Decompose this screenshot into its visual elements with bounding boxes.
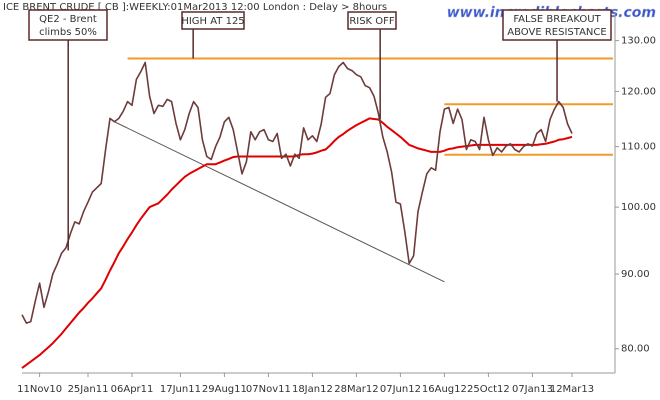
x-tick-label: 12Mar13 bbox=[550, 384, 594, 395]
x-tick-label: 07Jun12 bbox=[380, 384, 421, 395]
annotation-text: FALSE BREAKOUT bbox=[513, 14, 601, 25]
x-tick-label: 18Jan12 bbox=[292, 384, 333, 395]
y-tick-label: 130.00 bbox=[621, 36, 656, 47]
x-tick-label: 29Aug11 bbox=[202, 384, 247, 395]
annotation-box bbox=[181, 11, 245, 30]
y-tick-label: 80.00 bbox=[621, 344, 650, 355]
x-tick-label: 07Jan13 bbox=[512, 384, 553, 395]
annotation-box bbox=[347, 11, 397, 30]
trendline bbox=[114, 121, 445, 283]
chart-title: ICE BRENT CRUDE [ CB ]:WEEKLY:01Mar2013 … bbox=[3, 2, 387, 13]
x-tick-label: 07Nov11 bbox=[246, 384, 291, 395]
x-tick-label: 17Jun11 bbox=[160, 384, 201, 395]
annotation-text: RISK OFF bbox=[349, 16, 395, 27]
y-tick-label: 110.00 bbox=[621, 142, 656, 153]
y-tick-label: 90.00 bbox=[621, 269, 650, 280]
annotation-text: HIGH AT 125 bbox=[181, 16, 244, 27]
annotation-text: climbs 50% bbox=[39, 27, 97, 38]
x-tick-label: 11Nov10 bbox=[17, 384, 62, 395]
y-tick-label: 100.00 bbox=[621, 202, 656, 213]
x-tick-label: 25Oct12 bbox=[467, 384, 510, 395]
y-tick-label: 120.00 bbox=[621, 86, 656, 97]
annotation-text: ABOVE RESISTANCE bbox=[507, 27, 606, 38]
x-tick-label: 16Aug12 bbox=[422, 384, 467, 395]
annotation-box bbox=[502, 9, 612, 41]
annotation-text: QE2 - Brent bbox=[39, 14, 97, 25]
x-tick-label: 25Jan11 bbox=[68, 384, 109, 395]
x-tick-label: 28Mar12 bbox=[334, 384, 378, 395]
x-tick-label: 06Apr11 bbox=[111, 384, 154, 395]
annotation-box bbox=[28, 9, 108, 41]
price-line bbox=[21, 61, 573, 324]
